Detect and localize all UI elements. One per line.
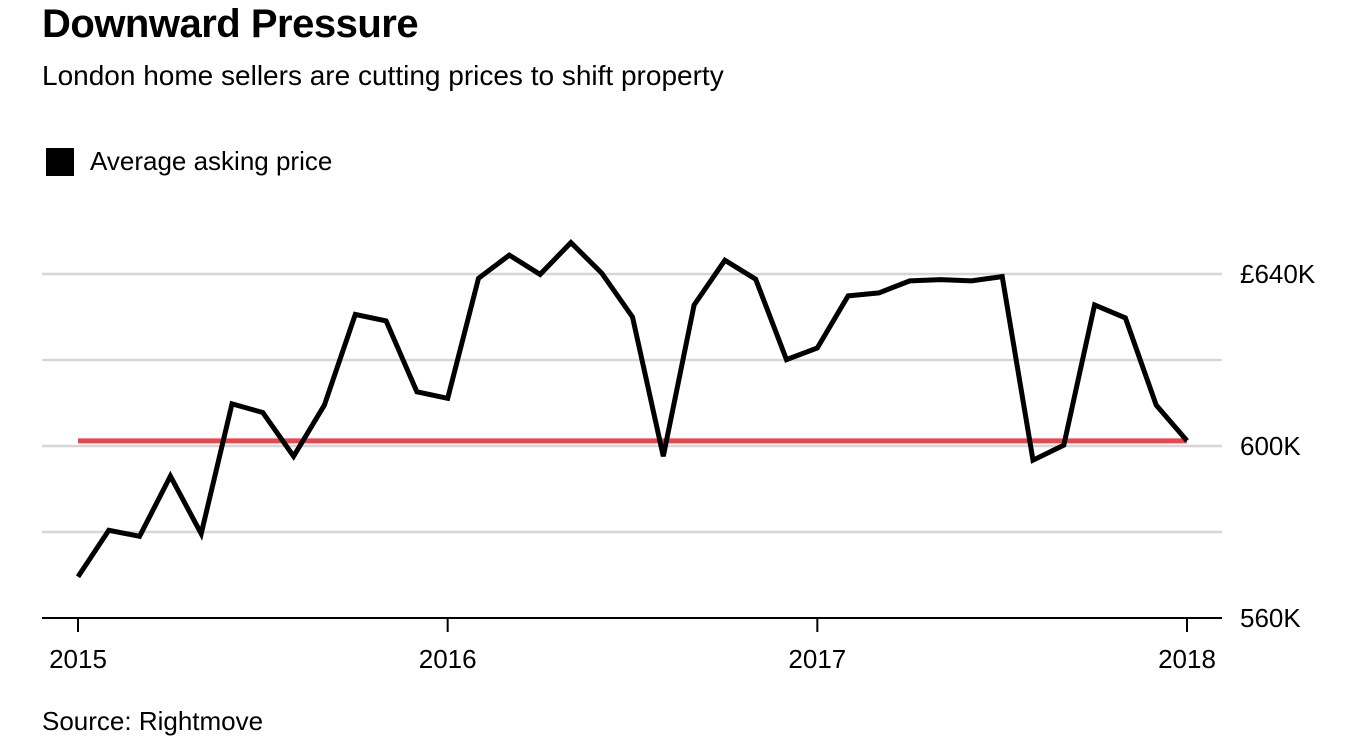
series-line-average-asking-price bbox=[75, 239, 1189, 579]
chart-subtitle: London home sellers are cutting prices t… bbox=[42, 60, 724, 91]
x-tick-label: 2018 bbox=[1158, 644, 1216, 674]
x-tick-label: 2016 bbox=[419, 644, 477, 674]
legend: Average asking price bbox=[46, 146, 332, 177]
legend-swatch bbox=[46, 147, 74, 176]
source-note: Source: Rightmove bbox=[42, 706, 264, 736]
y-tick-label: 560K bbox=[1240, 603, 1301, 633]
chart-title: Downward Pressure bbox=[42, 2, 419, 46]
y-tick-label: 600K bbox=[1240, 431, 1301, 461]
x-tick-label: 2017 bbox=[788, 644, 846, 674]
legend-label: Average asking price bbox=[90, 146, 333, 176]
x-tick-label: 2015 bbox=[49, 644, 107, 674]
y-tick-label: £640K bbox=[1240, 259, 1316, 289]
